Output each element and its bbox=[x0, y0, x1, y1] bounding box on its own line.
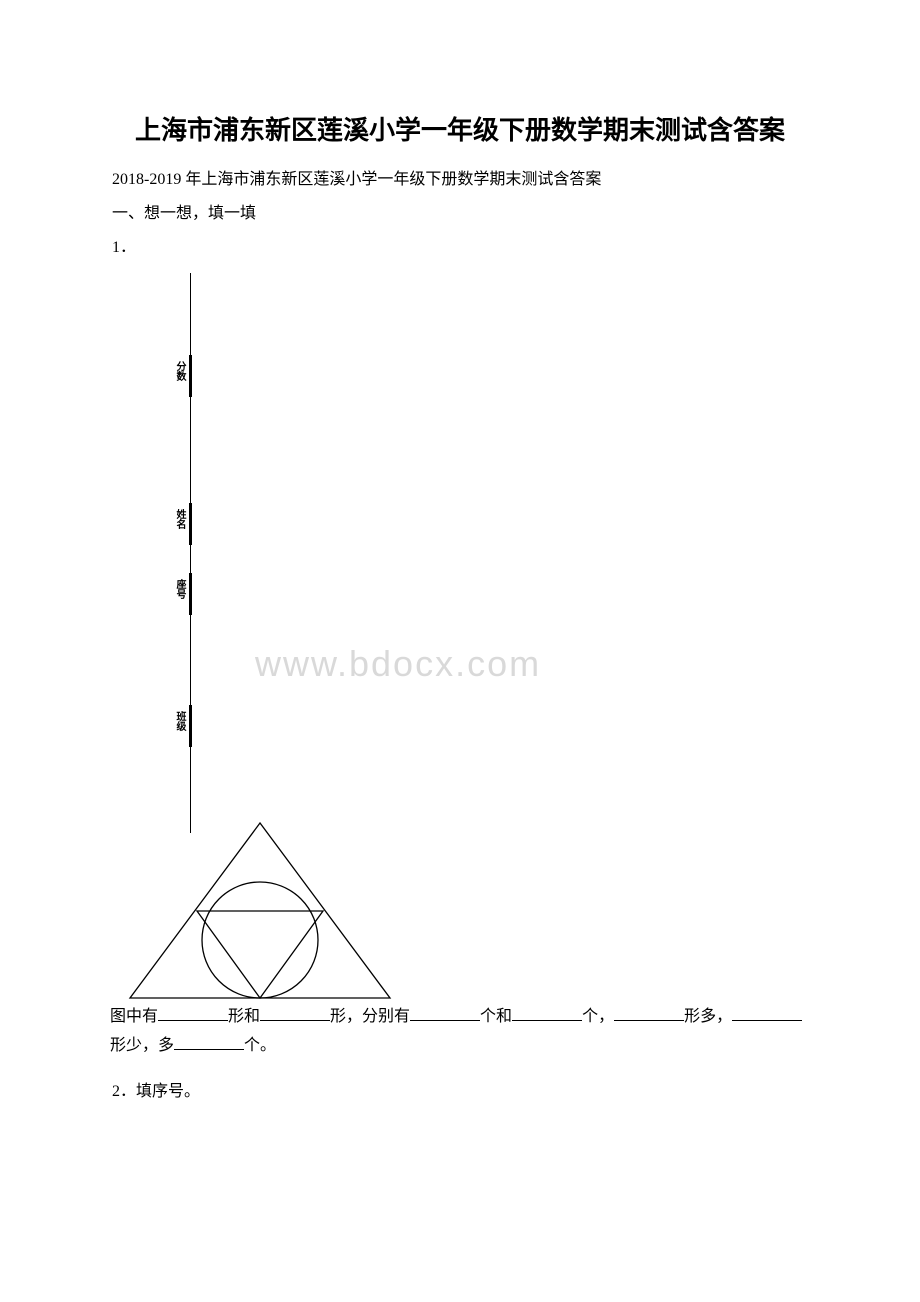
fill-t2: 形，分别有 bbox=[330, 1008, 410, 1025]
blank-5[interactable] bbox=[614, 1005, 684, 1021]
blank-7[interactable] bbox=[174, 1034, 244, 1050]
fill-t7: 个。 bbox=[244, 1037, 276, 1054]
watermark-text: www.bdocx.com bbox=[255, 643, 541, 685]
blank-6[interactable] bbox=[732, 1005, 802, 1021]
axis-segment bbox=[189, 573, 192, 615]
page-title: 上海市浦东新区莲溪小学一年级下册数学期末测试含答案 bbox=[80, 110, 840, 147]
fill-t6: 形少，多 bbox=[110, 1037, 174, 1054]
triangle-circle-diagram bbox=[120, 818, 400, 1008]
subtitle: 2018-2019 年上海市浦东新区莲溪小学一年级下册数学期末测试含答案 bbox=[80, 165, 840, 189]
axis-segment bbox=[189, 503, 192, 545]
blank-3[interactable] bbox=[410, 1005, 480, 1021]
axis-segment bbox=[189, 355, 192, 397]
question-1-fill-text: 图中有 形和 形，分别有 个和 个， 形多， 形少，多 个。 bbox=[110, 1003, 810, 1061]
fill-t3: 个和 bbox=[480, 1008, 512, 1025]
axis-segment bbox=[189, 705, 192, 747]
figure-area: 分数 姓名 座号 班级 www.bdocx.com bbox=[80, 273, 840, 993]
fill-prefix: 图中有 bbox=[110, 1008, 158, 1025]
question-2: 2．填序号。 bbox=[80, 1077, 840, 1101]
vertical-label-score: 分数 bbox=[172, 361, 187, 381]
vertical-label-class: 班级 bbox=[172, 711, 187, 731]
blank-4[interactable] bbox=[512, 1005, 582, 1021]
section-a-heading: 一、想一想，填一填 bbox=[80, 199, 840, 223]
question-1-number: 1． bbox=[80, 233, 840, 257]
fill-t5: 形多， bbox=[684, 1008, 732, 1025]
vertical-label-name: 姓名 bbox=[172, 509, 187, 529]
fill-t1: 形和 bbox=[228, 1008, 260, 1025]
vertical-label-seat: 座号 bbox=[172, 579, 187, 599]
fill-t4: 个， bbox=[582, 1008, 614, 1025]
